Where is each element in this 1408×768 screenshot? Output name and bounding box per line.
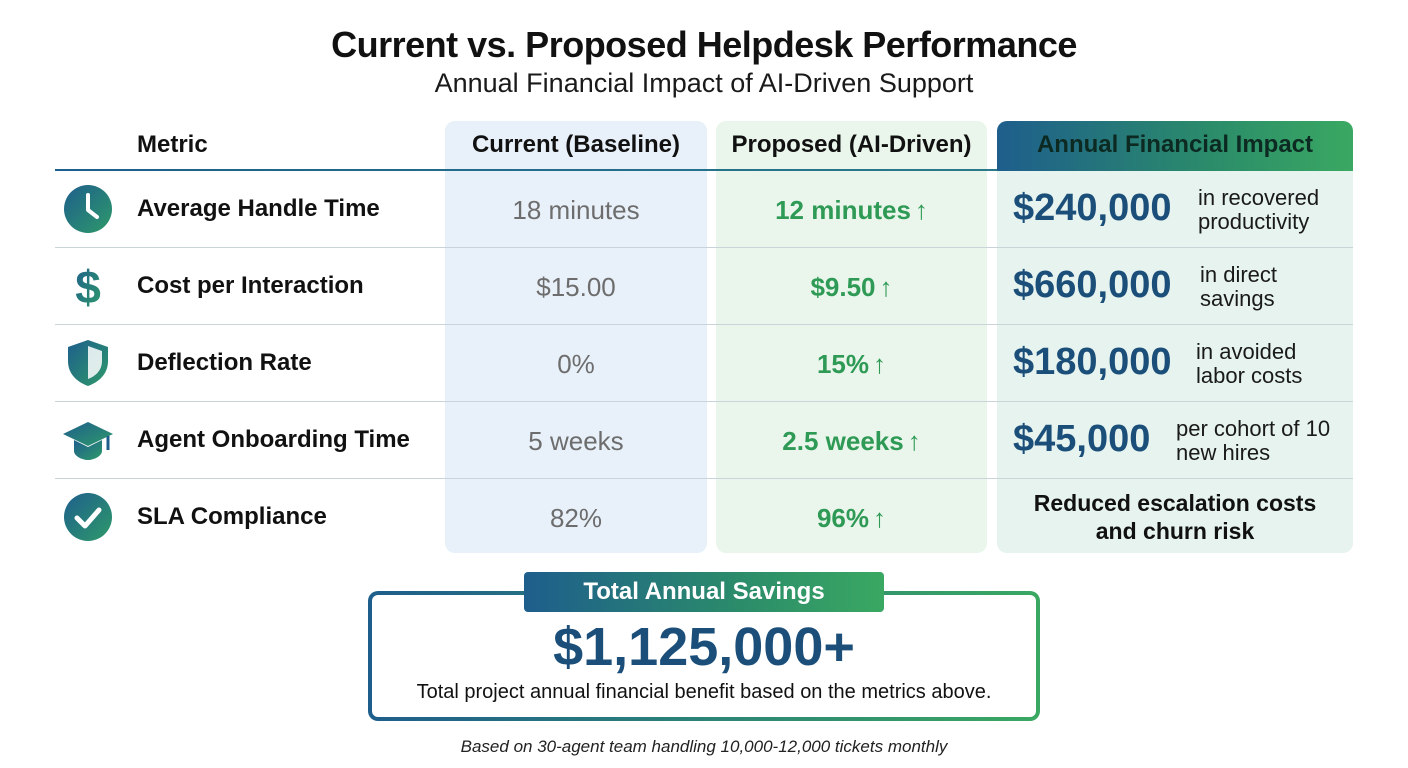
checkmark-circle-icon [64, 493, 112, 541]
impact-note: in direct savings [1200, 263, 1277, 311]
impact-header-band [997, 121, 1353, 171]
footnote: Based on 30-agent team handling 10,000-1… [460, 737, 948, 756]
graduation-cap-icon [63, 422, 113, 460]
total-savings-description: Total project annual financial benefit b… [416, 681, 992, 703]
impact-note-line: new hires [1176, 440, 1271, 465]
proposed-value-wrap: $9.50 ↑ [716, 272, 987, 303]
up-arrow-icon: ↑ [879, 272, 893, 302]
up-arrow-icon: ↑ [873, 503, 887, 533]
proposed-value: 2.5 weeks [782, 426, 904, 456]
up-arrow-icon: ↑ [914, 195, 928, 225]
clock-icon [64, 185, 112, 233]
impact-note-line: in recovered [1198, 185, 1320, 210]
dollar-icon: $ [75, 261, 101, 312]
impact-text-line: and churn risk [1095, 518, 1255, 544]
total-savings-box [368, 591, 1040, 721]
header-proposed: Proposed (AI-Driven) [731, 131, 972, 158]
proposed-value: 96% [816, 503, 870, 533]
proposed-value: 15% [816, 349, 870, 379]
up-arrow-icon: ↑ [907, 426, 921, 456]
impact-text: Reduced escalation costs and churn risk [997, 489, 1353, 545]
page-title: Current vs. Proposed Helpdesk Performanc… [331, 24, 1077, 65]
impact-amount: $45,000 [1013, 418, 1151, 460]
impact-note-line: in avoided [1196, 339, 1297, 364]
proposed-value-wrap: 2.5 weeks ↑ [716, 426, 987, 457]
impact-note: in avoided labor costs [1196, 340, 1302, 388]
impact-amount: $180,000 [1013, 341, 1172, 383]
row-divider [55, 478, 1353, 479]
current-value: 82% [549, 503, 603, 533]
impact-amount: $240,000 [1013, 187, 1172, 229]
proposed-value: 12 minutes [775, 195, 911, 225]
row-divider [55, 247, 1353, 248]
current-value: 5 weeks [528, 426, 624, 456]
svg-text:$: $ [75, 261, 101, 312]
current-column [445, 121, 707, 553]
impact-note: in recovered productivity [1198, 186, 1319, 234]
impact-text-line: Reduced escalation costs [1033, 490, 1317, 516]
header-impact: Annual Financial Impact [1036, 131, 1314, 158]
impact-column [997, 121, 1353, 553]
metric-label: Average Handle Time [137, 195, 380, 222]
impact-note: per cohort of 10 new hires [1176, 417, 1330, 465]
impact-amount: $660,000 [1013, 264, 1172, 306]
metric-label: SLA Compliance [137, 503, 327, 530]
header-divider [55, 169, 997, 171]
proposed-value-wrap: 12 minutes ↑ [716, 195, 987, 226]
header-current: Current (Baseline) [471, 131, 681, 158]
total-savings-badge: Total Annual Savings [524, 572, 884, 612]
impact-note-line: productivity [1198, 209, 1310, 234]
impact-note-line: per cohort of 10 [1176, 416, 1331, 441]
page-subtitle: Annual Financial Impact of AI-Driven Sup… [434, 68, 974, 98]
header-metric: Metric [137, 131, 208, 158]
up-arrow-icon: ↑ [873, 349, 887, 379]
proposed-value-wrap: 15% ↑ [716, 349, 987, 380]
proposed-value-wrap: 96% ↑ [716, 503, 987, 534]
proposed-value: $9.50 [810, 272, 876, 302]
current-value: 18 minutes [512, 195, 640, 225]
impact-note-line: labor costs [1196, 363, 1303, 388]
shield-icon [68, 340, 108, 386]
current-value: 0% [557, 349, 595, 379]
impact-note-line: savings [1200, 286, 1275, 311]
metric-label: Cost per Interaction [137, 272, 364, 299]
metric-label: Agent Onboarding Time [137, 426, 410, 453]
metric-label: Deflection Rate [137, 349, 312, 376]
proposed-column [716, 121, 987, 553]
impact-note-line: in direct [1200, 262, 1278, 287]
total-savings-amount: $1,125,000+ [553, 617, 855, 677]
current-value: $15.00 [536, 272, 616, 302]
row-divider [55, 324, 1353, 325]
row-divider [55, 401, 1353, 402]
